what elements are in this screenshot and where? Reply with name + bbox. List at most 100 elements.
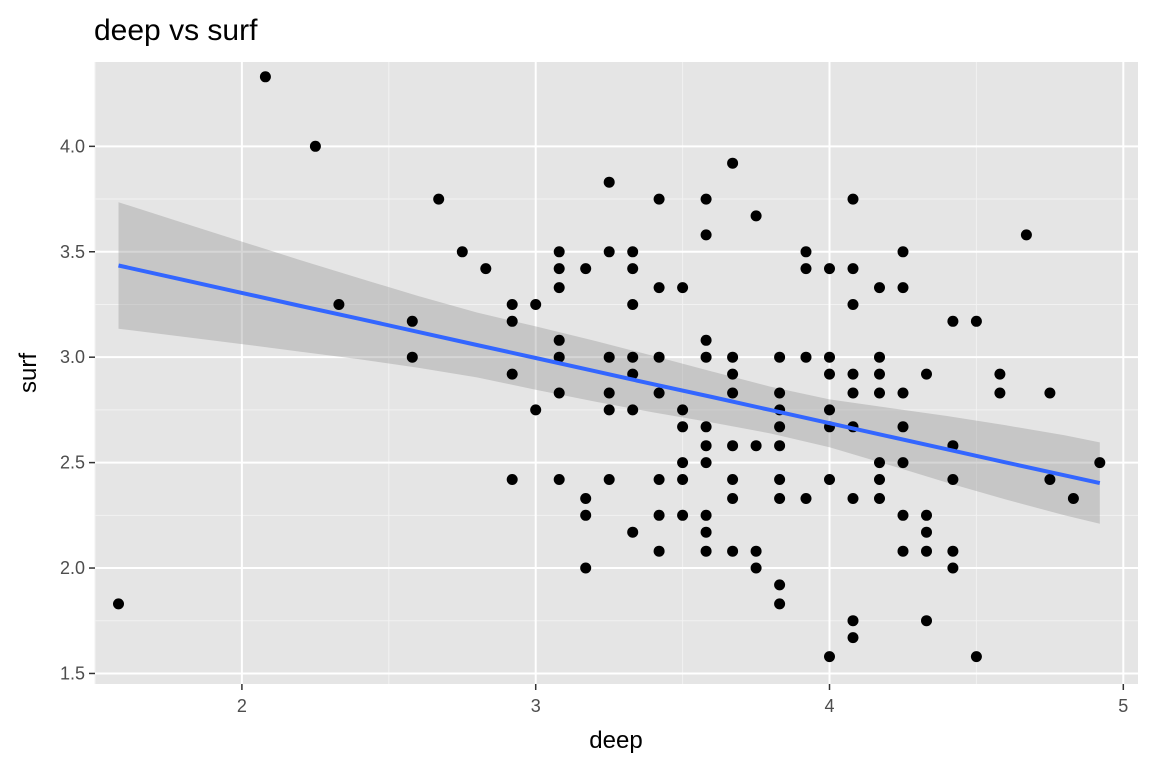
x-axis-title: deep (589, 727, 642, 754)
data-point (506, 299, 518, 310)
data-point (727, 545, 739, 557)
data-point (800, 263, 812, 275)
data-point (800, 351, 812, 363)
data-point (580, 493, 592, 504)
data-point (727, 493, 739, 504)
data-points (113, 71, 1106, 663)
data-point (480, 263, 492, 275)
data-point (921, 509, 932, 521)
chart-title: deep vs surf (94, 14, 258, 47)
data-point (847, 193, 859, 205)
data-point (824, 368, 835, 380)
data-point (700, 334, 712, 346)
x-tick-label: 2 (237, 696, 247, 716)
data-point (627, 404, 639, 416)
data-point (700, 421, 712, 433)
data-point (700, 526, 712, 538)
data-point (700, 193, 712, 205)
data-point (113, 598, 124, 610)
data-point (553, 387, 565, 399)
data-point (553, 263, 565, 275)
data-point (727, 351, 739, 363)
data-point (553, 351, 565, 363)
data-point (774, 421, 786, 433)
data-point (824, 474, 835, 485)
data-point (847, 615, 859, 627)
data-point (824, 651, 835, 663)
data-point (824, 404, 835, 416)
minor-gridlines (94, 62, 1138, 684)
data-point (874, 368, 885, 380)
data-point (874, 457, 885, 469)
data-point (921, 615, 932, 627)
data-point (947, 545, 959, 557)
data-point (727, 474, 739, 485)
data-point (774, 351, 786, 363)
data-point (970, 315, 982, 327)
data-point (947, 562, 959, 574)
y-tick-label: 3.5 (60, 242, 85, 262)
data-point (700, 545, 712, 557)
data-point (874, 387, 885, 399)
data-point (874, 351, 885, 363)
x-tick-label: 3 (531, 696, 541, 716)
y-tick-label: 2.0 (60, 558, 85, 578)
data-point (677, 421, 689, 433)
data-point (947, 315, 959, 327)
data-point (530, 299, 542, 310)
data-point (603, 404, 615, 416)
data-point (603, 176, 615, 188)
data-point (874, 474, 885, 485)
data-point (653, 193, 665, 205)
data-point (553, 246, 565, 258)
x-axis: 2 3 4 5 (237, 684, 1128, 716)
data-point (553, 282, 565, 294)
y-tick-label: 2.5 (60, 453, 85, 473)
data-point (800, 246, 812, 258)
data-point (506, 368, 518, 380)
data-point (921, 368, 932, 380)
data-point (897, 509, 909, 521)
y-tick-label: 3.0 (60, 347, 85, 367)
data-point (259, 71, 271, 83)
data-point (847, 493, 859, 504)
data-point (653, 351, 665, 363)
data-point (847, 368, 859, 380)
data-point (750, 562, 762, 574)
x-tick-label: 4 (824, 696, 834, 716)
data-point (653, 545, 665, 557)
data-point (897, 246, 909, 258)
y-tick-label: 1.5 (60, 663, 85, 683)
y-axis: 1.5 2.0 2.5 3.0 3.5 4.0 (60, 136, 95, 683)
data-point (700, 509, 712, 521)
x-tick-label: 5 (1118, 696, 1128, 716)
data-point (456, 246, 468, 258)
data-point (580, 509, 592, 521)
data-point (727, 440, 739, 452)
data-point (750, 210, 762, 222)
data-point (800, 493, 812, 504)
data-point (700, 457, 712, 469)
data-point (653, 282, 665, 294)
data-point (774, 493, 786, 504)
data-point (847, 299, 859, 310)
data-point (406, 351, 418, 363)
y-tick-label: 4.0 (60, 136, 85, 156)
data-point (750, 545, 762, 557)
data-point (627, 351, 639, 363)
data-point (774, 579, 786, 591)
data-point (1044, 474, 1056, 485)
data-point (1020, 229, 1032, 241)
data-point (824, 263, 835, 275)
data-point (677, 457, 689, 469)
data-point (774, 387, 786, 399)
data-point (874, 493, 885, 504)
data-point (627, 263, 639, 275)
data-point (947, 474, 959, 485)
data-point (553, 474, 565, 485)
data-point (727, 157, 739, 169)
data-point (824, 351, 835, 363)
data-point (970, 651, 982, 663)
data-point (774, 440, 786, 452)
